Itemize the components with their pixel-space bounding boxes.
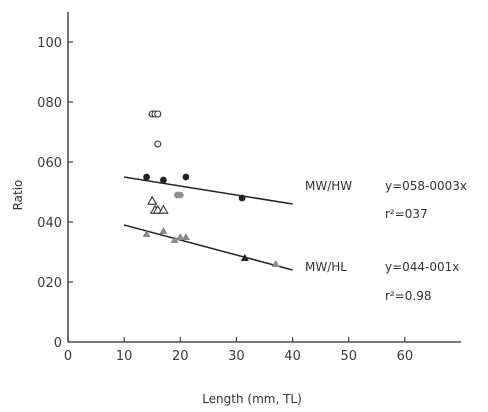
data-point bbox=[182, 173, 190, 181]
x-tick-label: 20 bbox=[172, 349, 189, 364]
data-point bbox=[271, 260, 280, 267]
fit-lines bbox=[123, 176, 293, 271]
y-tick-label: 0 bbox=[54, 336, 62, 351]
data-point bbox=[170, 236, 179, 243]
y-tick-label: 040 bbox=[37, 216, 62, 231]
data-point bbox=[158, 204, 169, 214]
fit-r2-mw-hw: r²=037 bbox=[385, 207, 428, 221]
fit-label-mw-hl: MW/HL bbox=[305, 260, 347, 274]
fit-r2-mw-hl: r²=0.98 bbox=[385, 289, 432, 303]
data-points bbox=[142, 110, 280, 267]
fit-equation-mw-hl: y=044-001x bbox=[385, 260, 459, 274]
y-tick-label: 060 bbox=[37, 156, 62, 171]
x-tick-label: 50 bbox=[340, 349, 357, 364]
data-point bbox=[238, 194, 246, 202]
fit-label-mw-hw: MW/HW bbox=[305, 179, 352, 193]
fit-line bbox=[124, 176, 293, 205]
data-point bbox=[147, 195, 158, 205]
x-tick-label: 10 bbox=[116, 349, 133, 364]
x-tick-label: 0 bbox=[64, 349, 72, 364]
data-point bbox=[160, 176, 167, 184]
x-tick-label: 60 bbox=[397, 349, 414, 364]
data-point bbox=[143, 173, 151, 181]
data-point bbox=[181, 233, 190, 240]
data-point bbox=[154, 140, 162, 148]
x-tick-label: 30 bbox=[228, 349, 245, 364]
y-tick-label: 020 bbox=[37, 276, 62, 291]
data-point bbox=[159, 227, 168, 234]
x-axis-title: Length (mm, TL) bbox=[202, 392, 302, 406]
data-point bbox=[240, 254, 249, 261]
x-tick-label: 40 bbox=[284, 349, 301, 364]
data-point bbox=[176, 233, 185, 240]
fit-equation-mw-hw: y=058-0003x bbox=[385, 179, 467, 193]
data-point bbox=[142, 230, 151, 237]
y-tick-label: 080 bbox=[37, 96, 62, 111]
y-tick-label: 100 bbox=[37, 36, 62, 51]
data-point bbox=[176, 191, 184, 199]
y-axis-title: Ratio bbox=[11, 180, 25, 211]
fit-line bbox=[123, 224, 293, 271]
ticks: 0 10 20 30 40 50 60 0 020 040 060 080 100 bbox=[37, 36, 413, 364]
labels: Ratio Length (mm, TL) MW/HW y=058-0003x … bbox=[11, 179, 467, 406]
axes bbox=[67, 12, 461, 343]
data-point bbox=[154, 110, 162, 118]
